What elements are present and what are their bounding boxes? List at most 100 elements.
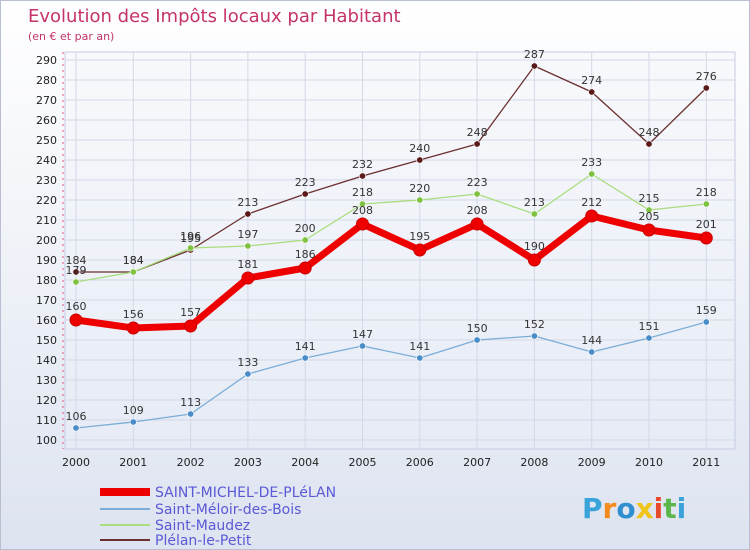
data-label: 274: [581, 74, 602, 87]
data-point: [530, 332, 538, 340]
data-label: 151: [639, 320, 660, 333]
data-point: [527, 253, 541, 267]
data-label: 196: [180, 230, 201, 243]
series-layer: 184 1841952132232322402482872742482761791…: [66, 48, 717, 432]
data-point: [129, 268, 137, 276]
data-label: 186: [295, 248, 316, 261]
data-point: [416, 196, 424, 204]
data-point: [187, 410, 195, 418]
data-label: 218: [352, 186, 373, 199]
logo-letter: o: [616, 492, 635, 525]
logo-letter: x: [636, 492, 654, 525]
data-point: [699, 231, 713, 245]
data-label: 213: [237, 196, 258, 209]
data-label: 220: [409, 182, 430, 195]
data-point: [588, 88, 596, 96]
data-label: 287: [524, 48, 545, 61]
data-label: 147: [352, 328, 373, 341]
series-saint-m-loir-des-bois: 106 109 113 133 141 147 141 150 152 144 151 159: [66, 304, 717, 432]
y-tick-label: 140: [36, 354, 57, 367]
x-tick-label: 2007: [463, 456, 491, 469]
x-tick-label: 2005: [349, 456, 377, 469]
logo-letter: i: [677, 492, 687, 525]
legend-label: SAINT-MICHEL-DE-PLéLAN: [155, 485, 336, 501]
data-label: 248: [639, 126, 660, 139]
data-point: [642, 223, 656, 237]
data-point: [416, 354, 424, 362]
x-tick-label: 2008: [520, 456, 548, 469]
x-tick-label: 2001: [119, 456, 147, 469]
chart-title: Evolution des Impôts locaux par Habitant: [28, 6, 401, 27]
data-point: [301, 354, 309, 362]
data-point: [356, 217, 369, 231]
y-tick-label: 180: [36, 274, 57, 287]
y-tick-label: 270: [36, 94, 57, 107]
y-tick-label: 110: [36, 414, 57, 427]
chart-subtitle: (en € et par an): [28, 30, 114, 43]
data-label: 205: [639, 210, 660, 223]
y-tick-label: 200: [36, 234, 57, 247]
data-label: 141: [295, 340, 316, 353]
data-label: 190: [524, 240, 545, 253]
data-label: 208: [467, 204, 488, 217]
y-tick-label: 220: [36, 194, 57, 207]
data-point: [72, 278, 80, 286]
data-label: 106: [66, 410, 87, 423]
data-label: 248: [467, 126, 488, 139]
x-tick-label: 2002: [177, 456, 205, 469]
data-point: [530, 62, 538, 70]
data-label: 184: [66, 254, 87, 267]
data-label: 181: [237, 258, 258, 271]
data-point: [473, 190, 481, 198]
data-label: 179: [66, 264, 87, 277]
y-tick-label: 160: [36, 314, 57, 327]
data-point: [72, 268, 80, 276]
data-point: [301, 190, 309, 198]
logo-text: Proxiti: [582, 492, 686, 525]
data-point: [702, 318, 710, 326]
data-label: 232: [352, 158, 373, 171]
y-tick-label: 240: [36, 154, 57, 167]
x-axis-ticks: 2000 2001 2002 2003 2004 2005 2006 2007 2008 2009…: [62, 456, 720, 469]
y-tick-label: 170: [36, 294, 57, 307]
data-label: 223: [467, 176, 488, 189]
data-label: 184: [123, 254, 144, 267]
data-point: [585, 209, 599, 223]
data-point: [184, 319, 198, 333]
data-point: [244, 242, 252, 250]
grid-layer: [62, 52, 735, 449]
x-tick-label: 2011: [692, 456, 720, 469]
y-tick-label: 150: [36, 334, 57, 347]
x-tick-label: 2009: [578, 456, 606, 469]
x-tick-label: 2010: [635, 456, 663, 469]
data-point: [645, 334, 653, 342]
data-label: 212: [581, 196, 602, 209]
y-tick-label: 130: [36, 374, 57, 387]
data-label: 113: [180, 396, 201, 409]
y-tick-label: 100: [36, 434, 57, 447]
data-point: [413, 243, 427, 257]
series-line: [75, 212, 707, 332]
data-label: 213: [524, 196, 545, 209]
data-label: 156: [123, 308, 144, 321]
data-label: 223: [295, 176, 316, 189]
x-tick-label: 2003: [234, 456, 262, 469]
legend-label: Saint-Maudez: [155, 518, 250, 534]
logo-letter: i: [654, 492, 664, 525]
data-point: [244, 210, 252, 218]
data-label: 215: [639, 192, 660, 205]
data-point: [358, 200, 366, 208]
logo-letter: P: [582, 492, 603, 525]
data-label: 184: [123, 254, 144, 267]
data-point: [358, 342, 366, 350]
data-label: 197: [237, 228, 258, 241]
data-label: 150: [467, 322, 488, 335]
data-point: [244, 370, 252, 378]
data-label: 152: [524, 318, 545, 331]
legend-label: Plélan-le-Petit: [155, 533, 252, 549]
y-tick-label: 120: [36, 394, 57, 407]
data-label: 160: [66, 300, 87, 313]
